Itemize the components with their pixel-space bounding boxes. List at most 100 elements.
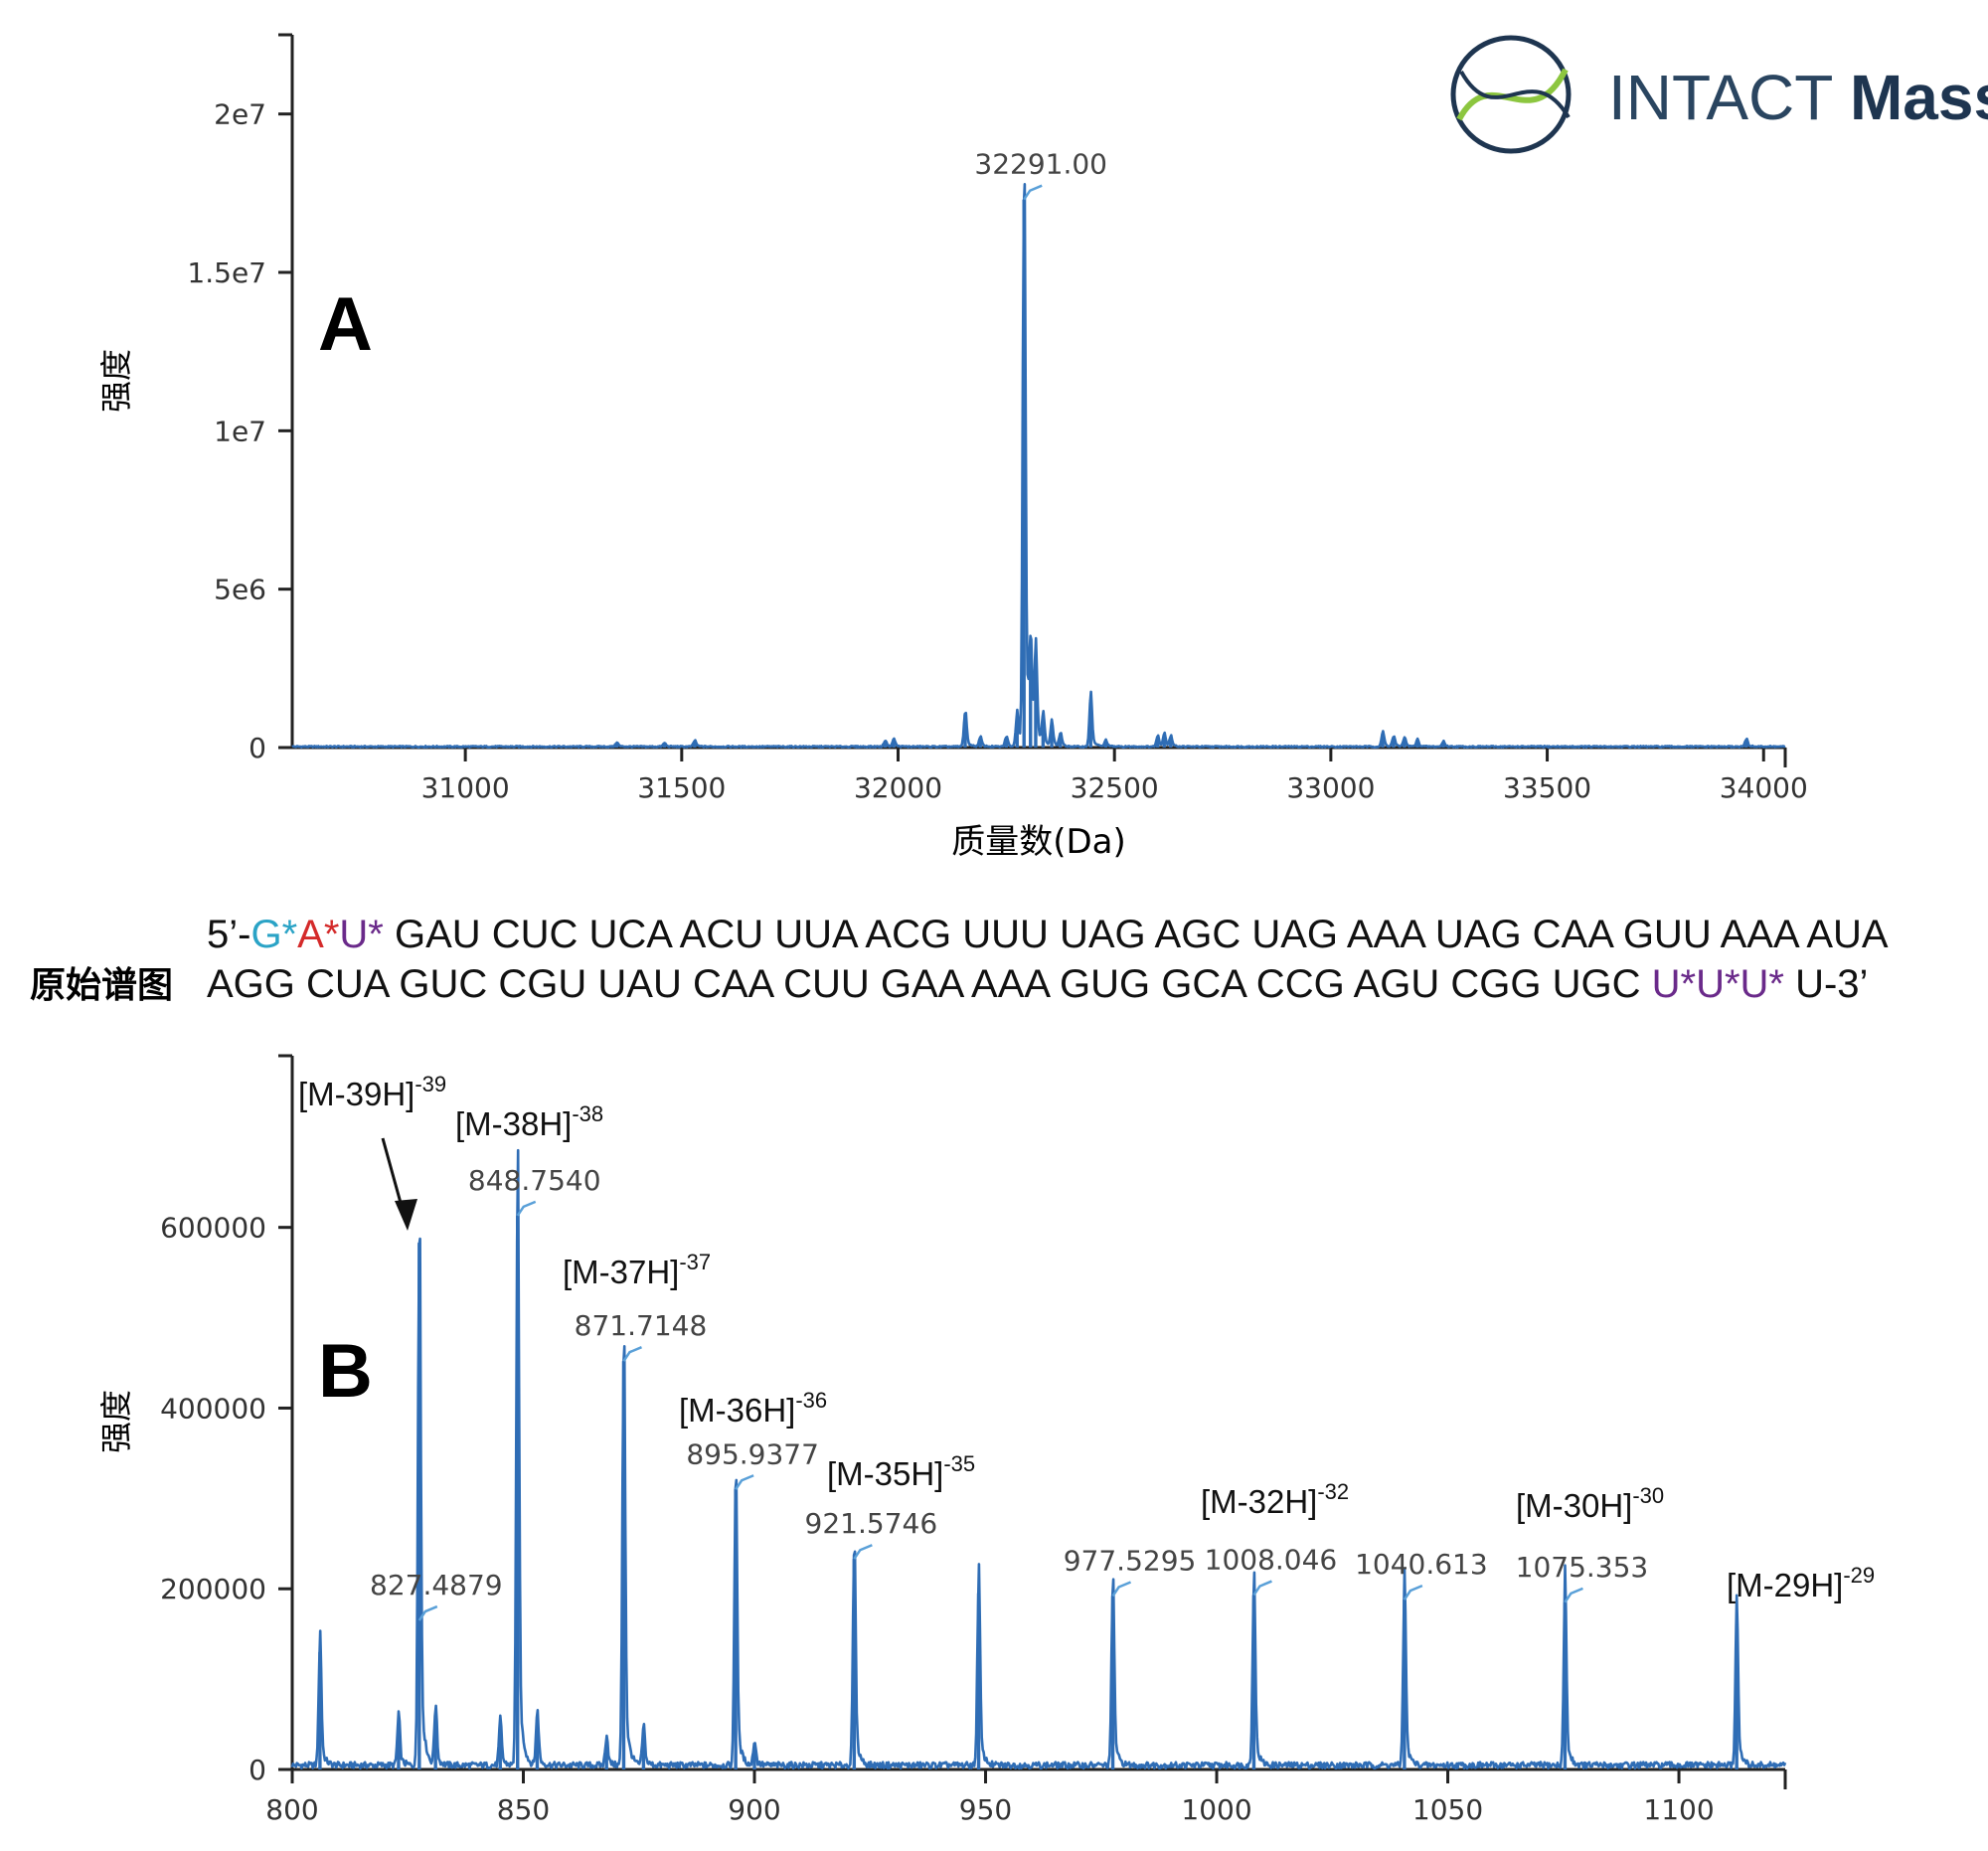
sequence-modified-residue: U*U*U* (1652, 962, 1784, 1006)
panel-a-spectrum-line (291, 183, 1786, 750)
sequence-segment: 5’- (207, 913, 250, 956)
panel-b-x-tick-label: 1000 (1181, 1793, 1251, 1826)
panel-b-y-tick-label: 200000 (160, 1573, 266, 1605)
panel-b-peak-marker (1564, 1587, 1583, 1603)
panel-b-chart: B 强度 800 850 900 950 1000 1050 1100 0 200000 4000… (97, 1054, 1875, 1826)
panel-a-x-tick-label: 32500 (1071, 771, 1159, 804)
panel-b-peak-marker (417, 1604, 438, 1621)
panel-b-peak-marker (853, 1544, 873, 1560)
ion-species-text: [M-36H] (679, 1392, 795, 1429)
panel-a-marks: 32291.00 (291, 148, 1786, 750)
panel-b-peak-label: 1008.046 (1205, 1544, 1338, 1577)
logo-text-bold: Mass (1850, 62, 1988, 133)
panel-a-y-tick-label: 2e7 (214, 98, 266, 131)
ion-charge-superscript: -36 (795, 1388, 827, 1413)
ion-39-arrowhead-icon (395, 1199, 417, 1231)
sequence-title: 原始谱图 (30, 965, 173, 1006)
panel-b-x-tick-label: 1100 (1643, 1793, 1714, 1826)
panel-b-peak-label: 895.9377 (686, 1437, 819, 1470)
panel-b-y-axis-label: 强度 (97, 1390, 135, 1453)
sequence-line-2: AGG CUA GUC CGU UAU CAA CUU GAA AAA GUG … (207, 962, 1868, 1006)
ion-charge-superscript: -39 (414, 1072, 446, 1096)
panel-b-peak-label: 1075.353 (1516, 1551, 1649, 1584)
panel-a-chart: A 强度 质量数(Da) 31000 31500 32000 32500 33000 33… (97, 33, 1808, 862)
ion-species-label: [M-30H]-30 (1516, 1483, 1664, 1524)
panel-b-peak-marker (1111, 1581, 1132, 1598)
panel-a-x-tick-label: 34000 (1720, 771, 1808, 804)
panel-b-x-tick-label: 800 (265, 1793, 318, 1826)
panel-a-peak-marker (1023, 184, 1043, 201)
panel-b-y-tick-label: 600000 (160, 1212, 266, 1245)
panel-a-x-tick-label: 33000 (1286, 771, 1375, 804)
ion-species-label: [M-36H]-36 (679, 1388, 827, 1429)
ion-charge-superscript: -38 (572, 1101, 603, 1126)
ion-species-text: [M-38H] (455, 1105, 572, 1142)
sequence-block: 原始谱图 5’-G*A*U* GAU CUC UCA ACU UUA ACG U… (30, 913, 1889, 1006)
panel-b-peak-label: 921.5746 (805, 1507, 938, 1540)
panel-b-letter: B (318, 1329, 373, 1414)
panel-b-axes: 800 850 900 950 1000 1050 1100 0 200000 400000 600… (160, 1054, 1787, 1826)
panel-a-y-tick-label: 5e6 (214, 574, 266, 606)
panel-b-peak-label: 871.7148 (575, 1309, 708, 1342)
logo-helix-navy-icon (1459, 71, 1571, 119)
panel-a-y-tick-label: 1e7 (214, 415, 266, 447)
logo-text: INTACT Mass (1608, 62, 1988, 133)
panel-a-axes: 31000 31500 32000 32500 33000 33500 34000 0 5e6 1… (187, 33, 1808, 804)
sequence-modified-residue: A* (297, 913, 339, 956)
logo-ring-icon (1450, 35, 1572, 154)
ion-species-label: [M-38H]-38 (455, 1101, 603, 1142)
panel-a-letter: A (318, 282, 373, 367)
panel-b-x-tick-label: 950 (959, 1793, 1012, 1826)
panel-b-spectrum-line (290, 1148, 1787, 1770)
panel-b-ion-labels: [M-39H]-39[M-38H]-38[M-37H]-37[M-36H]-36… (298, 1072, 1875, 1603)
panel-b-peak-marker (516, 1200, 537, 1217)
sequence-segment: GAU CUC UCA ACU UUA ACG UUU UAG AGC UAG … (384, 913, 1889, 956)
panel-a-y-tick-label: 1.5e7 (187, 256, 266, 289)
sequence-segment: AGG CUA GUC CGU UAU CAA CUU GAA AAA GUG … (207, 962, 1652, 1006)
sequence-segment: U-3’ (1784, 962, 1868, 1006)
ion-charge-superscript: -37 (679, 1250, 711, 1274)
ion-species-text: [M-32H] (1201, 1483, 1317, 1520)
sequence-line-1: 5’-G*A*U* GAU CUC UCA ACU UUA ACG UUU UA… (207, 913, 1889, 956)
ion-species-label: [M-37H]-37 (563, 1250, 711, 1290)
ion-species-label: [M-32H]-32 (1201, 1479, 1349, 1520)
panel-a-x-tick-label: 32000 (854, 771, 942, 804)
ion-species-text: [M-37H] (563, 1254, 679, 1290)
ion-species-text: [M-29H] (1727, 1567, 1843, 1603)
panel-a-x-tick-label: 31500 (637, 771, 726, 804)
panel-b-x-tick-label: 900 (728, 1793, 780, 1826)
ion-charge-superscript: -35 (943, 1451, 975, 1476)
panel-a-y-tick-label: 0 (248, 732, 266, 764)
sequence-modified-residue: U* (339, 913, 383, 956)
ion-species-label: [M-29H]-29 (1727, 1563, 1875, 1603)
panel-b-peak-marker (1403, 1584, 1423, 1600)
sequence-modified-residue: G* (250, 913, 297, 956)
logo-helix-green-icon (1456, 68, 1569, 121)
ion-species-text: [M-39H] (298, 1076, 414, 1112)
panel-b-peak-label: 848.7540 (468, 1164, 601, 1197)
panel-a-x-tick-label: 31000 (421, 771, 510, 804)
ion-species-label: [M-39H]-39 (298, 1072, 446, 1112)
panel-a-x-tick-label: 33500 (1503, 771, 1591, 804)
panel-b-peak-marker (622, 1346, 642, 1362)
ion-species-text: [M-35H] (827, 1455, 943, 1492)
panel-a-x-axis-label: 质量数(Da) (951, 822, 1126, 862)
panel-a-peak-label: 32291.00 (974, 148, 1107, 181)
panel-b-marks: 827.4879 848.7540 871.7148 895.9377 921.5746… (290, 1148, 1787, 1770)
panel-b-x-tick-label: 850 (497, 1793, 550, 1826)
panel-b-peak-marker (735, 1474, 754, 1490)
ion-species-label: [M-35H]-35 (827, 1451, 975, 1492)
intact-mass-logo: INTACT Mass (1450, 35, 1988, 154)
ion-charge-superscript: -32 (1317, 1479, 1349, 1504)
panel-b-y-tick-label: 0 (248, 1754, 266, 1786)
logo-text-light: INTACT (1608, 62, 1850, 133)
panel-b-peak-marker (1252, 1580, 1272, 1597)
panel-a-y-axis-label: 强度 (97, 349, 135, 413)
panel-b-y-tick-label: 400000 (160, 1392, 266, 1425)
panel-b-x-tick-label: 1050 (1412, 1793, 1483, 1826)
ion-species-text: [M-30H] (1516, 1487, 1632, 1524)
ion-charge-superscript: -29 (1843, 1563, 1875, 1588)
ion-charge-superscript: -30 (1632, 1483, 1664, 1508)
